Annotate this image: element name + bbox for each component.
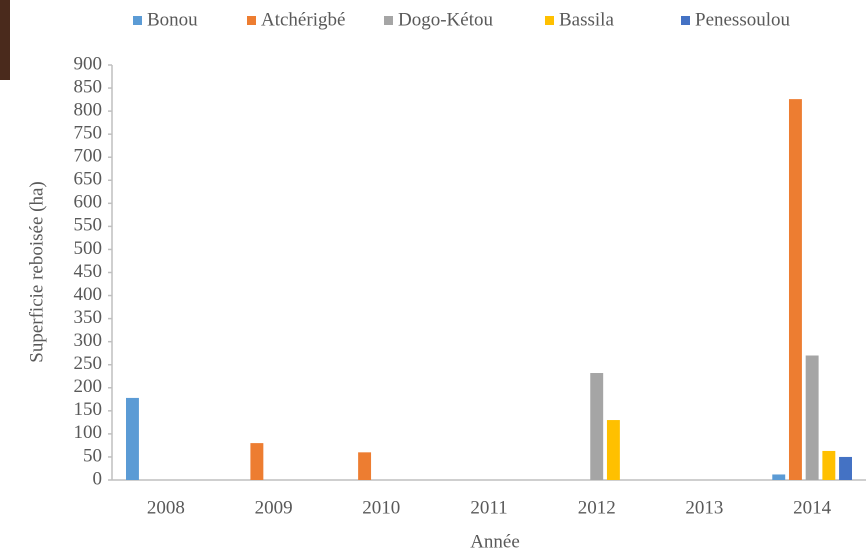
bar	[250, 443, 264, 480]
bar	[358, 452, 372, 480]
y-tick-label: 250	[74, 353, 103, 374]
legend-swatch	[681, 16, 690, 25]
x-tick-label: 2011	[470, 497, 507, 518]
y-tick-label: 900	[74, 53, 103, 74]
legend-swatch	[133, 16, 142, 25]
y-tick-label: 50	[83, 445, 102, 466]
y-tick-label: 500	[74, 238, 103, 259]
bar	[772, 474, 786, 480]
legend-label: Bonou	[147, 9, 198, 30]
x-tick-label: 2008	[147, 497, 185, 518]
y-axis-title: Superficie reboisée (ha)	[26, 181, 47, 362]
y-tick-label: 400	[74, 284, 103, 305]
bar	[126, 397, 139, 480]
y-tick-label: 700	[74, 146, 103, 167]
y-tick-label: 0	[93, 468, 103, 489]
y-tick-label: 800	[74, 99, 103, 120]
y-tick-label: 550	[74, 215, 103, 236]
y-tick-label: 200	[74, 376, 103, 397]
bar	[788, 99, 802, 480]
bar	[606, 420, 620, 480]
y-tick-label: 350	[74, 307, 103, 328]
y-tick-label: 650	[74, 169, 103, 190]
image-fragment	[0, 0, 10, 80]
legend-label: Penessoulou	[695, 9, 791, 30]
y-tick-label: 750	[74, 123, 103, 144]
legend-swatch	[545, 16, 554, 25]
y-tick-label: 150	[74, 399, 103, 420]
x-tick-label: 2010	[362, 497, 400, 518]
x-axis-title: Année	[470, 531, 520, 552]
legend-swatch	[384, 16, 393, 25]
legend-label: Atchérigbé	[261, 9, 345, 30]
bar	[590, 373, 604, 480]
legend-label: Bassila	[559, 9, 614, 30]
y-tick-label: 300	[74, 330, 103, 351]
x-tick-label: 2009	[255, 497, 293, 518]
x-tick-label: 2012	[578, 497, 616, 518]
legend-label: Dogo-Kétou	[398, 9, 493, 30]
bar	[805, 355, 819, 480]
y-tick-label: 100	[74, 422, 103, 443]
y-tick-label: 450	[74, 261, 103, 282]
y-tick-label: 600	[74, 192, 103, 213]
bar	[822, 450, 836, 480]
bar	[839, 456, 852, 480]
x-tick-label: 2013	[685, 497, 723, 518]
legend-swatch	[247, 16, 256, 25]
y-tick-label: 850	[74, 76, 103, 97]
x-tick-label: 2014	[793, 497, 832, 518]
